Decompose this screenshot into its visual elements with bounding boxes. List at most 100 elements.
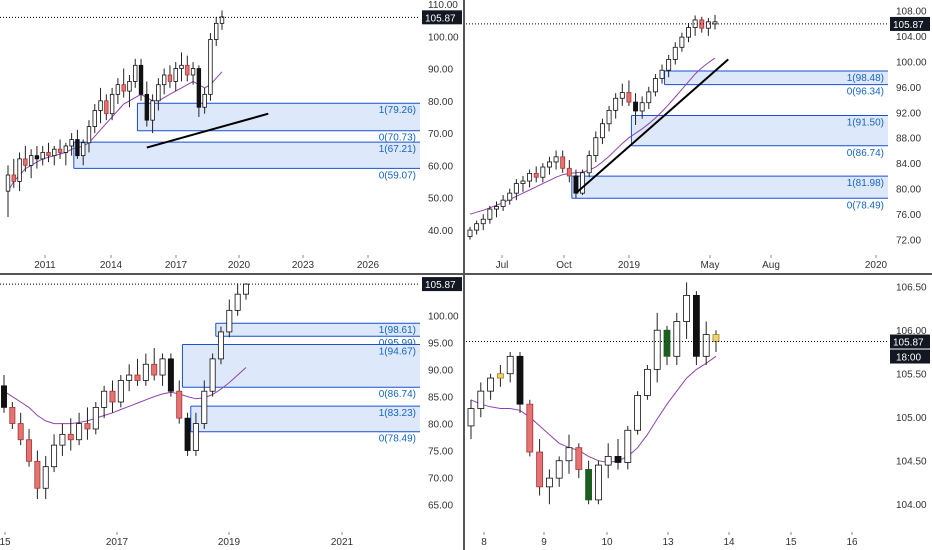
fib-label: 0(78.49): [847, 200, 884, 211]
candle-body: [117, 380, 124, 403]
fib-label: 0(59.07): [379, 170, 416, 181]
candle-body: [526, 403, 534, 453]
y-tick-label: 106.00: [896, 326, 927, 337]
candle-body: [202, 93, 207, 108]
candle-body: [173, 68, 178, 82]
fib-zone: [631, 115, 888, 146]
x-tick-label: 2020: [865, 260, 888, 271]
candle-body: [52, 148, 57, 157]
fib-label: 1(91.50): [847, 117, 884, 128]
candle-body: [121, 84, 126, 92]
fib-label: 0(86.74): [379, 389, 416, 400]
y-tick-label: 76.00: [896, 210, 921, 221]
last-price-badge: [422, 277, 462, 292]
candle-body: [26, 439, 33, 462]
y-tick-label: 105.00: [896, 413, 927, 424]
candle-body: [243, 283, 249, 295]
chart-panel-bottom-left[interactable]: 1(98.61) 0(95.99)1(94.67) 0(86.74) 1(83.23)…: [0, 277, 462, 548]
y-tick-label: 88.00: [896, 134, 921, 145]
candle-body: [184, 417, 191, 451]
x-tick-label: 15: [785, 537, 797, 548]
candle-body: [619, 92, 625, 99]
x-tick-label: May: [701, 260, 720, 271]
candle-body: [176, 390, 183, 419]
candle-body: [201, 390, 208, 424]
candle-body: [672, 46, 678, 60]
candle-body: [192, 423, 199, 451]
candle-body: [663, 329, 671, 357]
fib-zone: [137, 103, 420, 131]
candle-body: [57, 148, 63, 153]
x-tick-label: 8: [481, 537, 487, 548]
candle-body: [546, 477, 553, 488]
y-tick-label: 50.00: [428, 194, 453, 205]
trend-line: [146, 112, 269, 149]
candle-body: [477, 390, 485, 409]
y-tick-label: 75.00: [428, 447, 453, 458]
fib-label: 0(70.73): [379, 133, 416, 144]
last-price-value: 105.87: [425, 13, 456, 24]
candle-body: [69, 139, 74, 147]
fib-zone: [664, 70, 888, 85]
candle-body: [156, 84, 161, 102]
last-price-badge: [890, 16, 930, 31]
candle-body: [599, 123, 605, 139]
fib-label: 0(95.99): [379, 338, 416, 349]
moving-average-line: [470, 355, 717, 464]
candle-body: [553, 156, 559, 163]
x-tick-label: 16: [846, 537, 858, 548]
candle-body: [487, 377, 495, 392]
candle-body: [142, 363, 149, 381]
x-tick-label: 2019: [218, 537, 241, 548]
candle-body: [46, 152, 51, 157]
candle-body: [159, 358, 166, 376]
candle-body: [98, 100, 103, 111]
candle-body: [586, 155, 592, 174]
candle-body: [613, 97, 619, 111]
candle-body: [633, 101, 638, 112]
candle-body: [179, 64, 184, 69]
candle-body: [34, 155, 40, 160]
y-tick-label: 108.00: [896, 6, 927, 17]
x-tick-label: 2020: [228, 260, 251, 271]
fib-label: 1(98.48): [847, 73, 884, 84]
candle-body: [580, 172, 586, 194]
x-tick-label: 2014: [100, 260, 123, 271]
x-tick-label: Oct: [556, 260, 572, 271]
chart-panel-top-right[interactable]: 1(98.48) 0(96.34) 1(91.50) 0(86.74) 1(81.98)…: [466, 6, 930, 271]
fib-label: 0(78.49): [379, 434, 416, 445]
last-price-value: 105.87: [893, 338, 924, 349]
y-tick-label: 106.50: [896, 283, 927, 294]
candle-body: [565, 447, 573, 462]
candle-body: [692, 19, 698, 28]
fib-zone: [571, 176, 888, 199]
x-tick-label: 13: [662, 537, 674, 548]
candle-body: [653, 329, 661, 370]
candle-body: [705, 21, 711, 29]
candle-body: [151, 363, 158, 376]
candle-body: [17, 158, 22, 182]
last-price-value: 105.87: [893, 20, 924, 31]
candle-body: [80, 142, 86, 157]
candle-body: [9, 406, 16, 424]
candle-body: [516, 355, 524, 405]
fib-label: 1(79.26): [379, 105, 416, 116]
candle-body: [161, 74, 167, 86]
candle-body: [467, 408, 475, 427]
x-tick-label: Aug: [762, 260, 780, 271]
chart-panel-top-left[interactable]: 1(79.26) 0(70.73)1(67.21) 0(59.07) 40.00 50.…: [0, 0, 462, 271]
y-tick-label: 104.00: [896, 500, 927, 511]
candle-body: [652, 78, 658, 93]
candle-body: [496, 373, 504, 379]
y-tick-label: 104.50: [896, 457, 927, 468]
x-tick-label: Jul: [496, 260, 509, 271]
y-tick-label: 85.00: [428, 393, 453, 404]
candle-body: [593, 137, 599, 156]
candle-body: [84, 423, 91, 430]
chart-panel-bottom-right[interactable]: 104.00 104.50 105.00 105.50 106.00 106.50 105.…: [466, 282, 930, 548]
candle-body: [226, 309, 233, 333]
candle-body: [76, 423, 83, 441]
candle-body: [234, 293, 241, 311]
fib-label: 1(81.98): [847, 178, 884, 189]
